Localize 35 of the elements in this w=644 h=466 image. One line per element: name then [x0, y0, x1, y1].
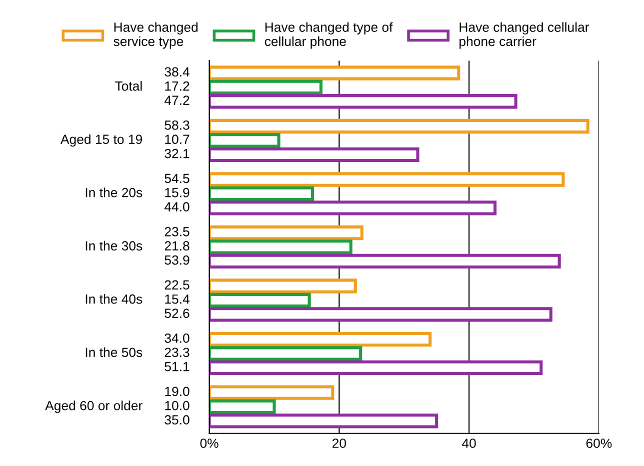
y-tick-label: In the 50s — [86, 347, 142, 358]
data-label: 34.0 — [164, 333, 190, 343]
data-label: 38.4 — [164, 67, 190, 77]
data-label: 15.9 — [165, 188, 190, 198]
legend-label: Have changed service type — [114, 22, 198, 49]
data-label: 58.3 — [164, 120, 190, 130]
data-label: 54.5 — [164, 174, 190, 184]
data-label: 21.8 — [164, 241, 190, 251]
y-tick-label: In the 20s — [86, 188, 142, 198]
x-tick-label: 60% — [586, 438, 612, 448]
y-tick-label: Total — [115, 81, 142, 91]
data-label: 44.0 — [164, 202, 190, 212]
data-label: 32.1 — [164, 148, 190, 158]
data-label: 23.3 — [164, 348, 190, 358]
data-label: 19.0 — [165, 386, 190, 396]
data-label: 35.0 — [164, 415, 190, 424]
data-label: 10.7 — [165, 134, 190, 144]
data-label: 51.1 — [164, 362, 190, 372]
data-label: 47.2 — [164, 96, 190, 105]
x-tick-label: 0% — [200, 438, 218, 448]
data-label: 15.4 — [165, 294, 190, 304]
x-tick-label: 20 — [332, 438, 346, 448]
y-tick-label: Aged 15 to 19 — [60, 134, 142, 147]
data-label: 52.6 — [164, 308, 190, 318]
legend-label: Have changed type of cellular phone — [264, 22, 393, 49]
data-label: 53.9 — [164, 255, 190, 265]
y-tick-label: In the 30s — [86, 240, 142, 251]
legend-label: Have changed cellular phone carrier — [460, 22, 590, 49]
y-tick-label: Aged 60 or older — [45, 400, 142, 413]
x-tick-label: 40 — [462, 438, 476, 448]
data-label: 23.5 — [164, 226, 190, 236]
y-tick-label: In the 40s — [86, 294, 142, 304]
data-label: 22.5 — [164, 280, 190, 290]
data-label: 17.2 — [165, 81, 190, 91]
data-label: 10.0 — [165, 400, 190, 410]
